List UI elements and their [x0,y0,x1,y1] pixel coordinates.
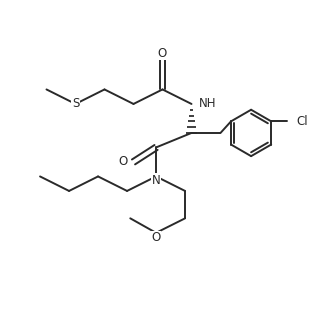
Text: Cl: Cl [296,115,308,128]
Text: O: O [158,47,167,59]
Text: N: N [152,174,161,187]
Text: S: S [72,97,79,110]
Text: O: O [151,231,161,244]
Text: NH: NH [199,97,216,110]
Text: O: O [118,156,128,169]
